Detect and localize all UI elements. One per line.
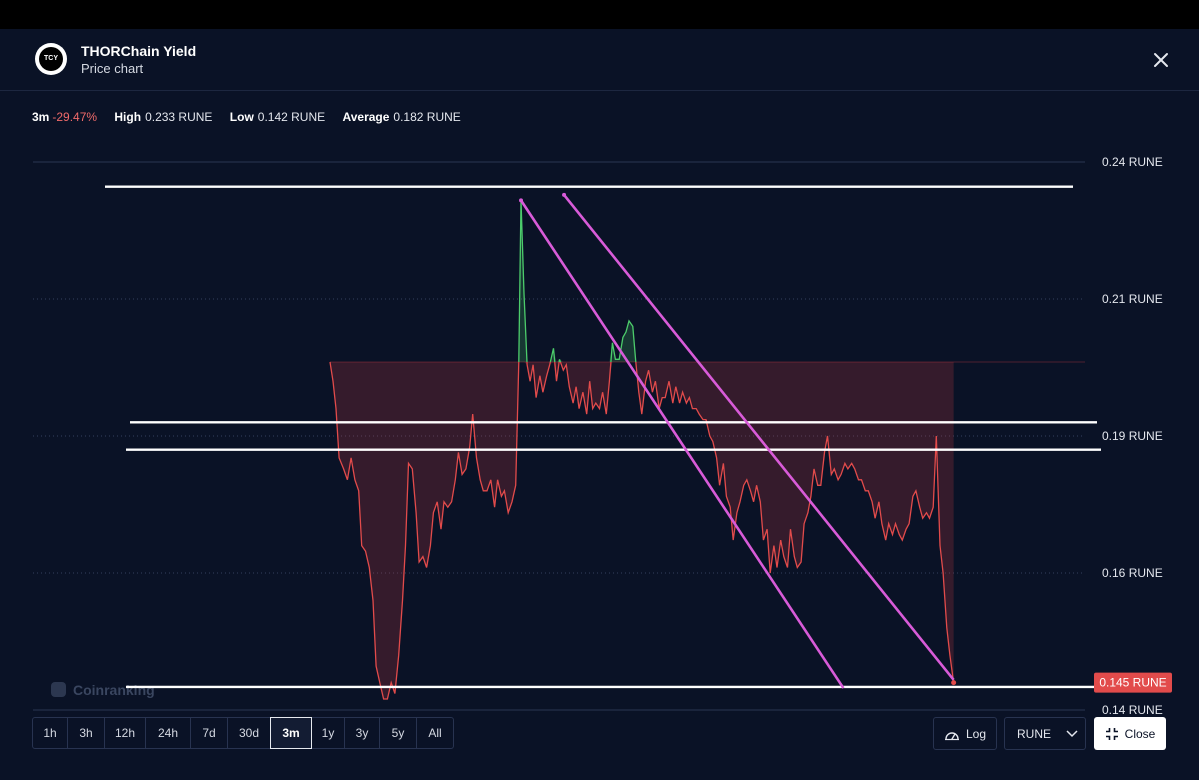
stats-average-label: Average <box>342 110 390 124</box>
stats-low-label: Low <box>229 110 254 124</box>
coin-logo: TCY <box>35 43 67 75</box>
range-button-30d[interactable]: 30d <box>227 717 271 749</box>
trend-line-handle <box>519 198 524 203</box>
range-button-3m[interactable]: 3m <box>270 717 312 749</box>
stats-high-value: 0.233 RUNE <box>145 110 213 124</box>
range-button-24h[interactable]: 24h <box>145 717 191 749</box>
watermark: Coinranking <box>73 682 155 698</box>
trend-line <box>519 199 845 689</box>
y-tick-label: 0.21 RUNE <box>1102 292 1163 306</box>
range-button-12h[interactable]: 12h <box>104 717 146 749</box>
area-above-baseline <box>330 200 954 363</box>
current-price-label: 0.145 RUNE <box>1099 676 1166 690</box>
trend-line <box>563 194 955 681</box>
y-tick-label: 0.24 RUNE <box>1102 155 1163 169</box>
price-line-down <box>329 362 955 700</box>
gauge-icon <box>944 731 959 740</box>
collapse-icon <box>1105 727 1118 740</box>
stats-period: 3m <box>32 110 50 124</box>
range-button-all[interactable]: All <box>416 717 454 749</box>
current-price-badge <box>1094 672 1172 693</box>
y-tick-label: 0.19 RUNE <box>1102 429 1163 443</box>
current-price-dot <box>951 680 957 686</box>
log-label: Log <box>965 726 987 741</box>
chevron-down-icon <box>1066 730 1078 738</box>
trend-line-handle <box>562 192 567 197</box>
range-button-3h[interactable]: 3h <box>67 717 105 749</box>
price-chart-modal: TCY THORChain Yield Price chart 3m -29.47… <box>0 29 1199 780</box>
top-black-bar <box>0 0 1199 29</box>
chart-subtitle: Price chart <box>81 61 144 76</box>
currency-value: RUNE <box>1017 727 1052 741</box>
y-tick-label: 0.14 RUNE <box>1102 703 1163 717</box>
stats-bar: 3m -29.47% High 0.233 RUNE Low 0.142 RUNE A… <box>32 110 475 124</box>
stats-high-label: High <box>114 110 142 124</box>
range-button-1h[interactable]: 1h <box>32 717 68 749</box>
stats-change: -29.47% <box>52 110 98 124</box>
price-chart[interactable]: 0.14 RUNE 0.16 RUNE 0.19 RUNE 0.21 RUNE 0.24… <box>0 120 1199 720</box>
range-button-5y[interactable]: 5y <box>379 717 417 749</box>
coin-logo-text: TCY <box>39 47 63 71</box>
stats-low-value: 0.142 RUNE <box>257 110 326 124</box>
range-button-7d[interactable]: 7d <box>190 717 228 749</box>
close-icon[interactable] <box>1150 49 1172 71</box>
currency-select[interactable]: RUNE <box>1004 717 1086 750</box>
range-selector: 1h 3h 12h 24h 7d 30d 3m 1y 3y 5y All <box>32 717 454 749</box>
modal-header: TCY THORChain Yield Price chart <box>0 29 1199 91</box>
close-label: Close <box>1124 726 1156 741</box>
area-below-baseline <box>330 362 954 700</box>
close-button[interactable]: Close <box>1094 717 1166 750</box>
coin-title: THORChain Yield <box>81 43 197 59</box>
range-button-1y[interactable]: 1y <box>311 717 345 749</box>
y-tick-label: 0.16 RUNE <box>1102 566 1163 580</box>
watermark-logo-icon <box>51 682 66 697</box>
log-scale-button[interactable]: Log <box>933 717 997 750</box>
range-button-3y[interactable]: 3y <box>344 717 380 749</box>
stats-average-value: 0.182 RUNE <box>393 110 461 124</box>
